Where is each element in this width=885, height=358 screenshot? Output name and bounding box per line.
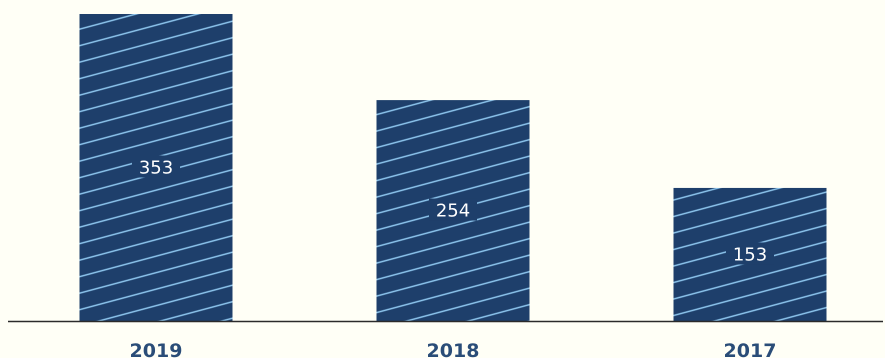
x-tick-label-2018: 2018	[427, 340, 480, 358]
data-label-2017: 153	[733, 244, 767, 265]
bars-group	[79, 14, 827, 321]
x-tick-label-2019: 2019	[130, 340, 183, 358]
x-tick-label-2017: 2017	[724, 340, 777, 358]
data-label-bg-2019	[132, 155, 180, 178]
data-label-2019: 353	[139, 158, 173, 179]
x-tick-labels: 2019 2018 2017	[130, 340, 777, 358]
data-label-bg-2018	[429, 198, 477, 221]
data-labels: 353 254 153	[132, 155, 774, 265]
data-label-2018: 254	[436, 201, 470, 222]
data-label-bg-2017	[726, 242, 774, 265]
